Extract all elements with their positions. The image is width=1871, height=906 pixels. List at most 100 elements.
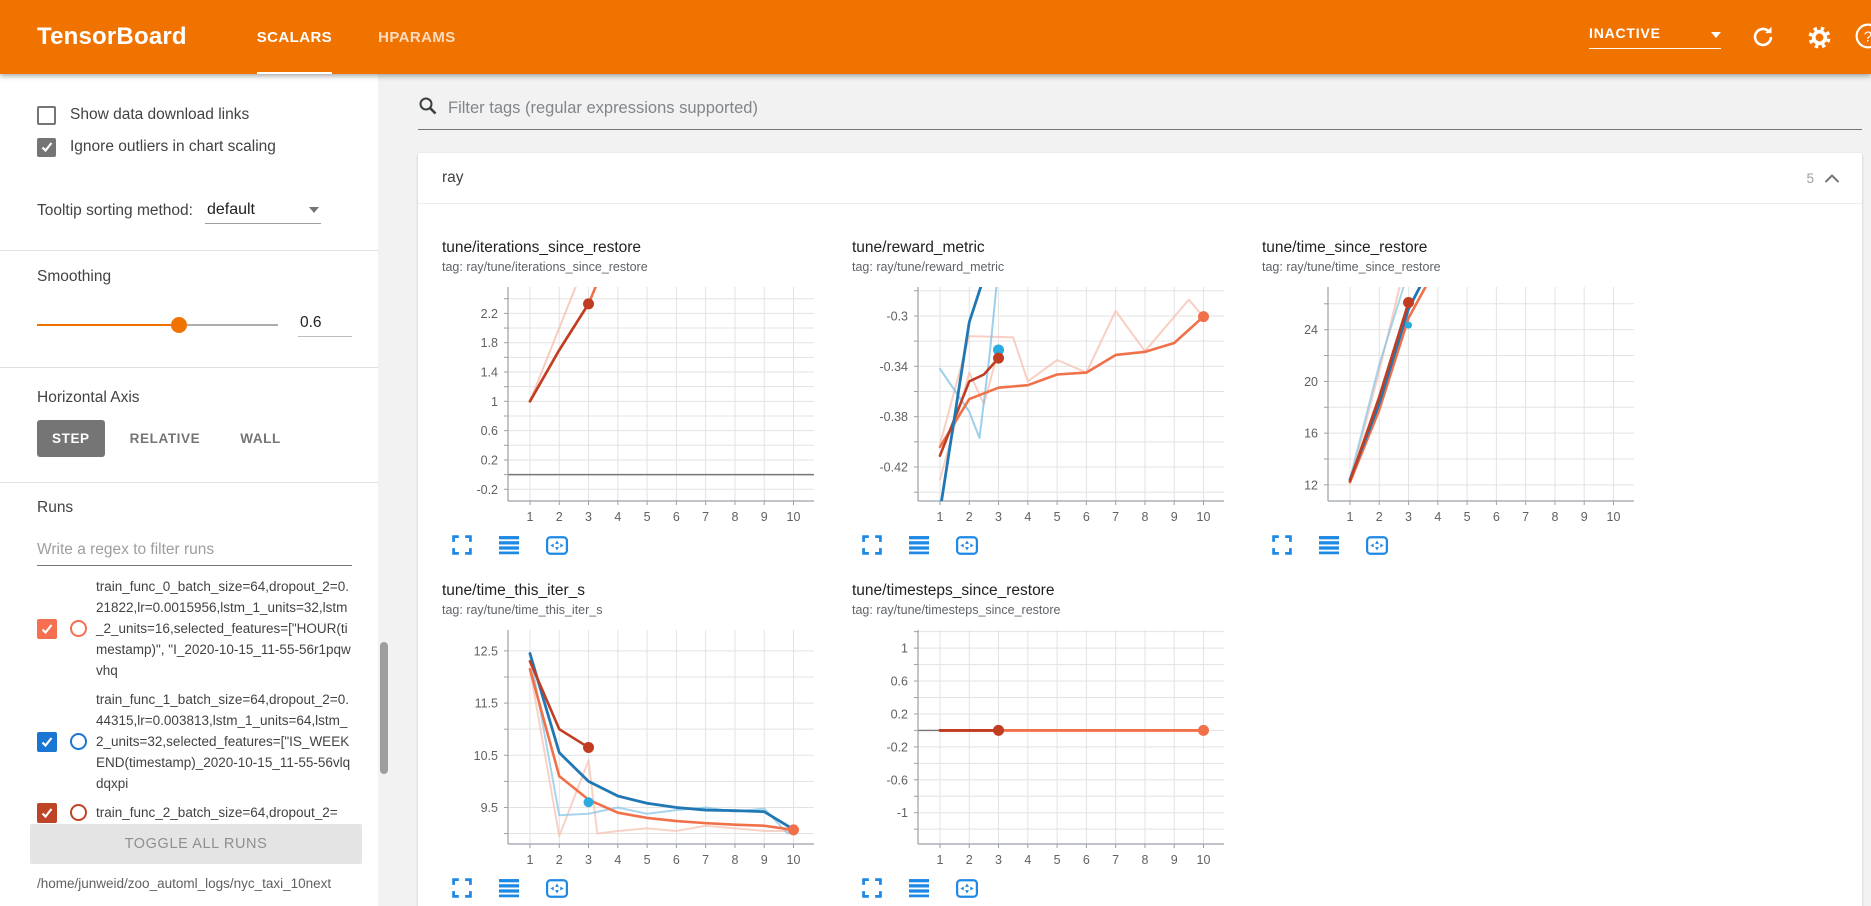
chart-plot[interactable]: 1 2 3 4 5 6 7 8 9 10 12.5 11.5 10.5 9.5	[442, 624, 822, 870]
svg-text:2.2: 2.2	[481, 307, 498, 321]
run-isolate-radio[interactable]	[70, 804, 87, 821]
fit-domain-icon[interactable]	[956, 878, 978, 898]
run-isolate-radio[interactable]	[70, 733, 87, 750]
series-run1-unsmoothed	[1348, 287, 1405, 481]
sidebar-scrollbar[interactable]	[380, 642, 388, 774]
run-name[interactable]: train_func_1_batch_size=64,dropout_2=0.4…	[96, 692, 351, 791]
smoothing-value[interactable]: 0.6	[298, 314, 352, 337]
search-icon	[418, 96, 438, 121]
status-dropdown[interactable]: INACTIVE	[1589, 25, 1721, 49]
svg-text:4: 4	[614, 510, 621, 524]
tab-scalars[interactable]: SCALARS	[256, 0, 333, 74]
chart-plot[interactable]: 1 2 3 4 5 6 7 8 9 10 1 0.6 0.2 -0.2 -0.6 -1	[852, 624, 1232, 870]
run-checkbox[interactable]	[37, 618, 57, 639]
run-data-list-icon[interactable]	[909, 878, 929, 898]
reload-icon[interactable]	[1749, 23, 1777, 51]
axis-wall-button[interactable]: WALL	[240, 430, 281, 446]
run-data-list-icon[interactable]	[499, 878, 519, 898]
run-checkbox[interactable]	[37, 731, 57, 752]
toggle-all-runs-button[interactable]: TOGGLE ALL RUNS	[30, 824, 362, 864]
status-underline	[1589, 48, 1721, 49]
checkbox-checked-icon[interactable]	[37, 137, 56, 157]
chart-title: tune/timesteps_since_restore	[852, 582, 1055, 599]
tag-group-header[interactable]: ray 5	[418, 153, 1862, 204]
tag-filter-input[interactable]	[448, 99, 1862, 118]
smoothing-label: Smoothing	[37, 268, 112, 285]
chart-tag: tag: ray/tune/time_since_restore	[1262, 260, 1441, 274]
svg-text:6: 6	[1083, 853, 1090, 867]
run-name[interactable]: train_func_0_batch_size=64,dropout_2=0.2…	[96, 579, 351, 678]
run-isolate-radio[interactable]	[70, 620, 87, 637]
chart-title: tune/time_this_iter_s	[442, 582, 586, 599]
svg-text:8: 8	[731, 510, 738, 524]
app-title: TensorBoard	[37, 23, 187, 50]
chart-plot[interactable]: 1 2 3 4 5 6 7 8 9 10 2.2 1.8 1.4 1 0.6 0.2 -0.2	[442, 281, 822, 527]
tag-filter-bar	[418, 96, 1862, 130]
svg-text:7: 7	[702, 510, 709, 524]
tag-group-title: ray	[442, 169, 464, 186]
svg-text:9: 9	[1171, 510, 1178, 524]
checkbox-unchecked-icon[interactable]	[37, 105, 56, 125]
run-data-list-icon[interactable]	[1319, 535, 1339, 555]
expand-chart-icon[interactable]	[862, 878, 882, 898]
fit-domain-icon[interactable]	[1366, 535, 1388, 555]
run-data-list-icon[interactable]	[909, 535, 929, 555]
fit-domain-icon[interactable]	[546, 535, 568, 555]
divider	[0, 367, 378, 368]
svg-text:1: 1	[936, 853, 943, 867]
svg-text:8: 8	[1551, 510, 1558, 524]
expand-chart-icon[interactable]	[452, 535, 472, 555]
svg-text:1: 1	[526, 853, 533, 867]
svg-text:9: 9	[761, 853, 768, 867]
run-data-list-icon[interactable]	[499, 535, 519, 555]
chevron-down-icon	[308, 207, 319, 213]
smoothing-slider[interactable]	[37, 317, 278, 333]
final-value-dot	[993, 352, 1005, 364]
svg-text:4: 4	[1024, 510, 1031, 524]
divider	[0, 250, 378, 251]
tooltip-sorting-dropdown[interactable]: default	[204, 201, 321, 224]
axis-relative-button[interactable]: RELATIVE	[129, 430, 201, 446]
svg-text:6: 6	[673, 510, 680, 524]
show-download-links-checkbox-row[interactable]: Show data download links	[37, 100, 352, 130]
svg-text:1.8: 1.8	[481, 336, 498, 350]
smoothing-slider-thumb[interactable]	[171, 317, 188, 333]
settings-gear-icon[interactable]	[1805, 23, 1833, 51]
final-value-dot	[1403, 297, 1415, 309]
header: TensorBoard SCALARS HPARAMS INACTIVE	[0, 0, 1871, 74]
series-run0-unsmoothed	[1348, 287, 1401, 484]
run-name[interactable]: train_func_2_batch_size=64,dropout_2=	[96, 805, 338, 820]
series-run1-smoothed	[528, 652, 795, 831]
help-icon[interactable]: ?	[1855, 23, 1871, 51]
series-run0-unsmoothed	[528, 668, 795, 838]
fit-domain-icon[interactable]	[956, 535, 978, 555]
final-value-dot	[583, 298, 595, 310]
final-value-dot	[1198, 724, 1210, 736]
run-checkbox[interactable]	[37, 802, 57, 823]
chart-plot[interactable]: 1 2 3 4 5 6 7 8 9 10 -0.3 -0.34 -0.38 -0.42	[852, 281, 1232, 527]
chart-tag: tag: ray/tune/time_this_iter_s	[442, 603, 603, 617]
fit-domain-icon[interactable]	[546, 878, 568, 898]
final-value-dot	[993, 344, 1005, 356]
svg-text:3: 3	[995, 853, 1002, 867]
svg-text:7: 7	[1112, 853, 1119, 867]
svg-text:?: ?	[1864, 28, 1871, 45]
svg-text:4: 4	[1434, 510, 1441, 524]
svg-text:10: 10	[787, 853, 801, 867]
svg-text:-0.38: -0.38	[880, 410, 909, 424]
expand-chart-icon[interactable]	[452, 878, 472, 898]
expand-chart-icon[interactable]	[862, 535, 882, 555]
run-row: train_func_1_batch_size=64,dropout_2=0.4…	[37, 689, 352, 794]
axis-step-button[interactable]: STEP	[37, 419, 105, 457]
runs-filter-input[interactable]	[37, 537, 352, 566]
svg-text:1: 1	[1346, 510, 1353, 524]
tag-group-count: 5	[1806, 170, 1814, 186]
expand-chart-icon[interactable]	[1272, 535, 1292, 555]
tab-hparams[interactable]: HPARAMS	[378, 28, 456, 46]
runs-label: Runs	[37, 499, 74, 516]
svg-text:-0.2: -0.2	[476, 483, 498, 497]
svg-text:-0.2: -0.2	[886, 740, 908, 754]
chevron-up-icon[interactable]	[1824, 171, 1840, 186]
ignore-outliers-checkbox-row[interactable]: Ignore outliers in chart scaling	[37, 132, 352, 162]
